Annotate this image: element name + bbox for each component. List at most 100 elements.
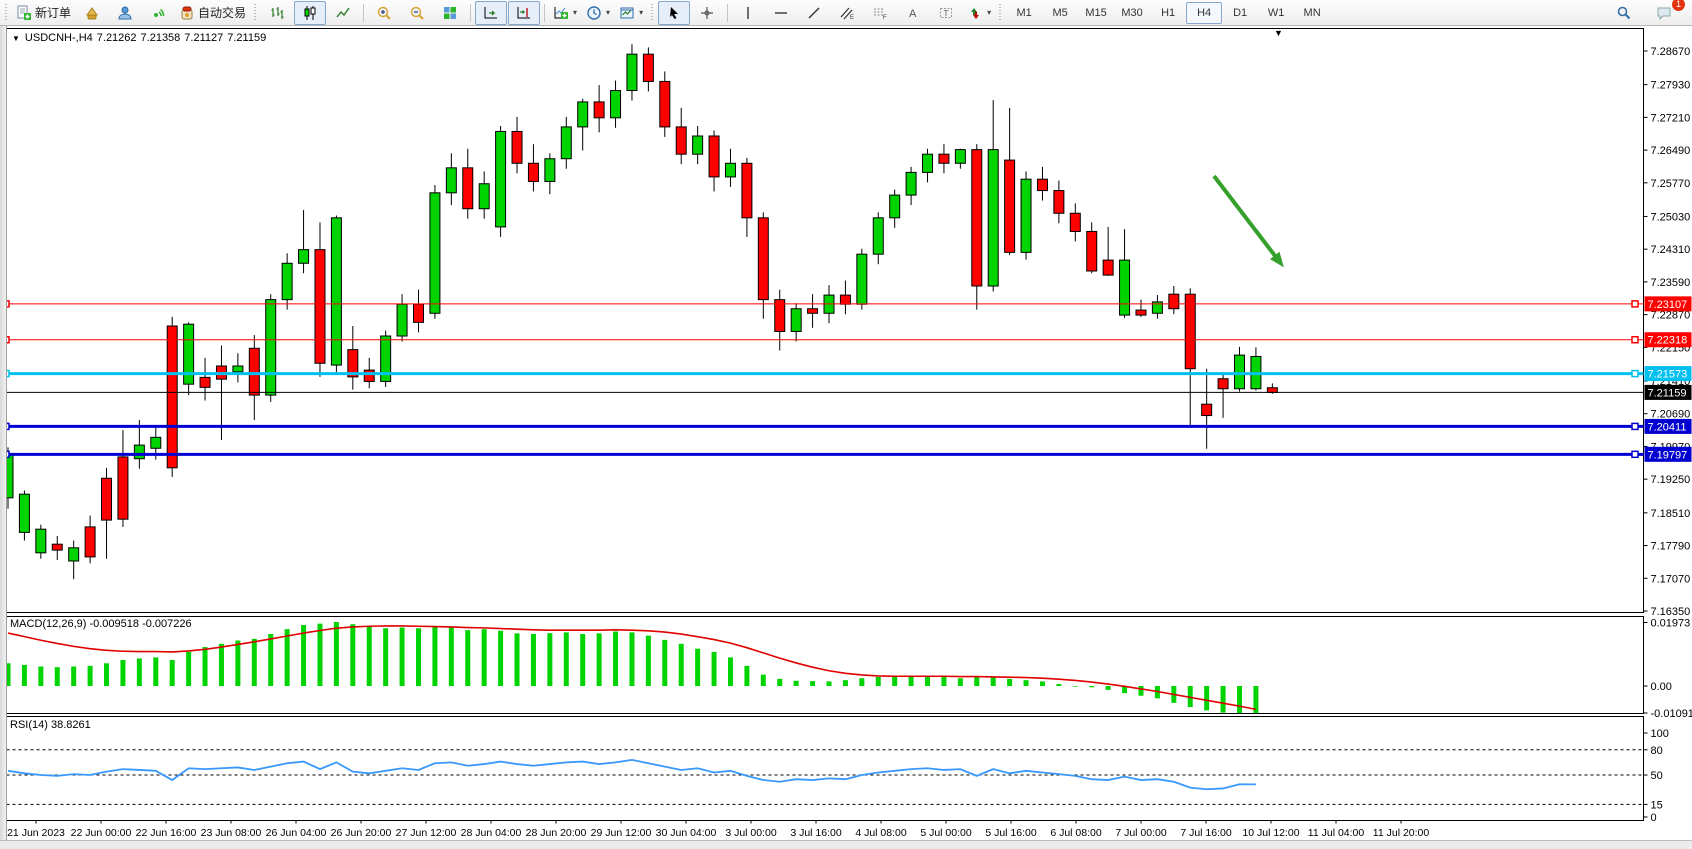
candle <box>741 162 753 219</box>
bar-chart-button[interactable] <box>261 1 293 25</box>
time-axis-label: 26 Jun 20:00 <box>331 827 392 839</box>
label-button[interactable]: T <box>930 1 962 25</box>
toolbar-grip[interactable] <box>650 3 656 22</box>
svg-text:0.01973: 0.01973 <box>1651 618 1691 630</box>
zoom-in-button[interactable] <box>368 1 400 25</box>
candle <box>527 162 539 182</box>
candle <box>1020 178 1032 253</box>
toolbar-grip[interactable] <box>998 3 1004 22</box>
timeframe-M30[interactable]: M30 <box>1121 6 1143 19</box>
candlestick-chart-button[interactable] <box>294 0 327 25</box>
toolbar-grip[interactable] <box>4 3 9 22</box>
cursor-button[interactable] <box>658 0 691 25</box>
svg-text:7.25770: 7.25770 <box>1651 178 1691 190</box>
channel-button[interactable]: E <box>831 1 863 25</box>
candle <box>1069 212 1081 232</box>
candle <box>462 167 474 210</box>
time-axis-label: 21 Jun 2023 <box>7 827 65 839</box>
candle <box>856 253 868 305</box>
candle <box>692 135 704 155</box>
crosshair-button[interactable] <box>691 1 723 25</box>
candle <box>905 171 917 196</box>
dropdown-caret-icon: ▾ <box>639 8 644 17</box>
candle <box>183 323 195 385</box>
templates-button[interactable]: ▾ <box>615 1 647 25</box>
fibonacci-button[interactable]: F <box>864 1 896 25</box>
chat-button[interactable]: 1 <box>1648 0 1686 25</box>
chart-canvas[interactable]: 7.28670 7.27930 7.27210 7.26490 7.25770 7.250… <box>0 26 1692 849</box>
timeframe-D1[interactable]: D1 <box>1233 6 1248 19</box>
candle <box>971 149 983 287</box>
vertical-line-button[interactable] <box>732 1 764 25</box>
candle <box>150 436 162 449</box>
time-axis-label: 4 Jul 08:00 <box>855 827 907 839</box>
timeframe-W1[interactable]: W1 <box>1267 6 1285 19</box>
periods-button[interactable]: ▾ <box>582 1 614 25</box>
candle <box>35 528 47 554</box>
metaeditor-button[interactable] <box>76 1 108 25</box>
horizontal-line-button[interactable] <box>765 1 797 25</box>
time-axis-label: 11 Jul 04:00 <box>1308 827 1365 839</box>
notification-badge: 1 <box>1671 0 1686 12</box>
candle <box>626 53 638 92</box>
candle <box>872 217 884 255</box>
svg-text:F: F <box>883 15 887 21</box>
tile-windows-button[interactable] <box>434 1 466 25</box>
svg-text:50: 50 <box>1651 770 1663 782</box>
svg-text:7.24310: 7.24310 <box>1651 244 1691 256</box>
timeframe-group: M1 M5 M15 M30 H1 H4 D1 W1 MN <box>1006 1 1330 24</box>
community-button[interactable] <box>109 1 141 25</box>
svg-text:7.26490: 7.26490 <box>1651 145 1691 157</box>
search-button[interactable] <box>1608 1 1640 25</box>
text-button[interactable]: A <box>897 1 929 25</box>
timeframe-M15[interactable]: M15 <box>1085 6 1107 19</box>
text-icon: A <box>909 8 917 20</box>
candle <box>314 249 326 364</box>
timeframe-H1[interactable]: H1 <box>1161 6 1176 19</box>
candle <box>1266 387 1278 393</box>
time-axis-label: 30 Jun 04:00 <box>656 827 717 839</box>
hline-price-label: 7.23107 <box>1648 299 1688 311</box>
auto-scroll-button[interactable] <box>475 0 508 25</box>
time-axis-label: 29 Jun 12:00 <box>591 827 652 839</box>
main-toolbar: 新订单 自动交易 <box>0 0 1692 26</box>
line-chart-button[interactable] <box>327 1 359 25</box>
timeframe-H4[interactable]: H4 <box>1186 1 1223 24</box>
svg-text:7.17070: 7.17070 <box>1651 573 1691 585</box>
annotation-arrow[interactable] <box>1212 174 1281 263</box>
autotrading-label: 自动交易 <box>198 6 247 20</box>
chart-shift-button[interactable] <box>508 0 541 25</box>
search-icon <box>1617 6 1631 19</box>
arrows-button[interactable]: ▾ <box>963 1 995 25</box>
chart-collapse-icon[interactable]: ▼ <box>12 34 20 43</box>
candle <box>642 53 654 82</box>
time-axis-label: 23 Jun 08:00 <box>201 827 262 839</box>
candle <box>511 130 523 164</box>
line-chart-icon <box>336 7 350 17</box>
new-order-button[interactable]: 新订单 <box>12 1 75 25</box>
signals-button[interactable] <box>142 1 174 25</box>
timeframe-MN[interactable]: MN <box>1303 6 1321 19</box>
candle <box>363 369 375 382</box>
crosshair-icon <box>701 6 714 19</box>
indicators-button[interactable]: ▾ <box>549 1 581 25</box>
svg-text:7.27930: 7.27930 <box>1651 80 1691 92</box>
candle <box>429 192 441 314</box>
svg-text:A: A <box>909 8 917 20</box>
chart-menu-icon[interactable]: ▼ <box>1274 28 1283 38</box>
candle <box>248 347 260 396</box>
candle <box>544 158 556 182</box>
indicators-icon <box>554 6 569 19</box>
candle <box>133 444 145 460</box>
autotrading-button[interactable]: 自动交易 <box>175 1 250 25</box>
periods-icon <box>587 5 601 20</box>
templates-icon <box>620 7 634 18</box>
zoom-out-button[interactable] <box>401 1 433 25</box>
auto-scroll-icon <box>484 6 498 18</box>
toolbar-grip[interactable] <box>253 3 259 22</box>
timeframe-M1[interactable]: M1 <box>1016 6 1032 19</box>
candle <box>478 183 490 210</box>
time-axis-label: 28 Jun 04:00 <box>461 827 522 839</box>
timeframe-M5[interactable]: M5 <box>1052 6 1068 19</box>
trendline-button[interactable] <box>798 1 830 25</box>
